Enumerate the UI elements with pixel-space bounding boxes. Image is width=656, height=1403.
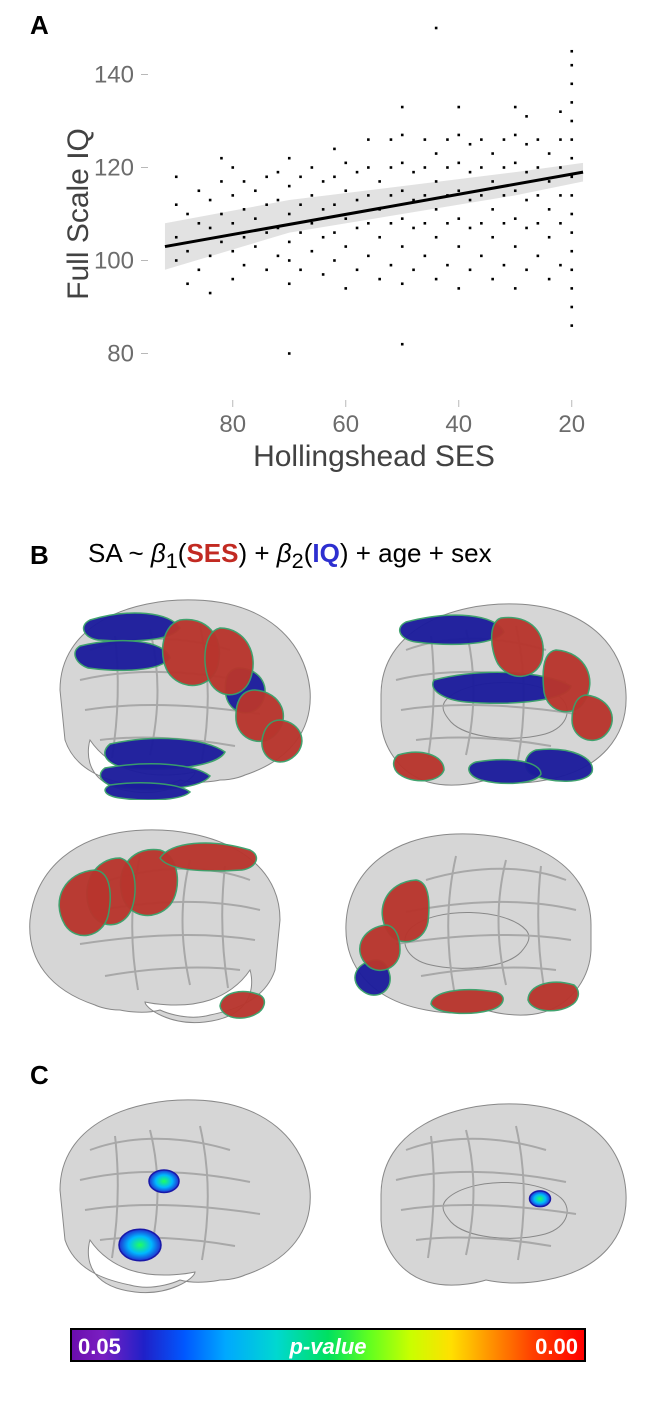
brain-panel-b	[20, 580, 636, 1050]
svg-text:80: 80	[219, 411, 246, 438]
svg-text:Hollingshead SES: Hollingshead SES	[253, 440, 495, 473]
beta1-symbol: β	[151, 538, 166, 568]
brain-view-left-lateral	[20, 580, 320, 800]
brain-view-left-lateral	[20, 1080, 320, 1300]
formula-suffix: + age + sex	[349, 538, 492, 568]
model-formula: SA ~ β1(SES) + β2(IQ) + age + sex	[88, 538, 492, 574]
brain-view-right-lateral	[20, 810, 320, 1030]
brain-panel-c	[20, 1080, 636, 1320]
colorbar-left-label: 0.05	[78, 1334, 121, 1360]
svg-text:20: 20	[558, 411, 585, 438]
svg-text:100: 100	[94, 248, 134, 275]
formula-prefix: SA ~	[88, 538, 151, 568]
svg-text:120: 120	[94, 155, 134, 182]
colorbar-right-label: 0.00	[535, 1334, 578, 1360]
panel-a-label: A	[30, 10, 49, 41]
ses-term: SES	[186, 538, 238, 568]
svg-text:80: 80	[107, 341, 134, 368]
brain-view-right-medial	[336, 810, 636, 1030]
beta2-sub: 2	[292, 548, 304, 573]
pvalue-colorbar: 0.05 p-value 0.00	[70, 1328, 586, 1388]
svg-text:Full Scale IQ: Full Scale IQ	[62, 128, 95, 300]
colorbar-gradient: 0.05 p-value 0.00	[70, 1328, 586, 1362]
scatter-chart: 80 60 40 20 80 100 120 140 Hollingshead SES Full …	[60, 10, 620, 480]
panel-b-label: B	[30, 540, 49, 571]
beta2-symbol: β	[277, 538, 292, 568]
svg-text:60: 60	[332, 411, 359, 438]
svg-text:40: 40	[445, 411, 472, 438]
iq-term: IQ	[312, 538, 339, 568]
brain-view-left-medial	[336, 1080, 636, 1300]
colorbar-center-label: p-value	[289, 1334, 366, 1360]
beta1-sub: 1	[166, 548, 178, 573]
brain-view-left-medial	[336, 580, 636, 800]
svg-text:140: 140	[94, 62, 134, 89]
